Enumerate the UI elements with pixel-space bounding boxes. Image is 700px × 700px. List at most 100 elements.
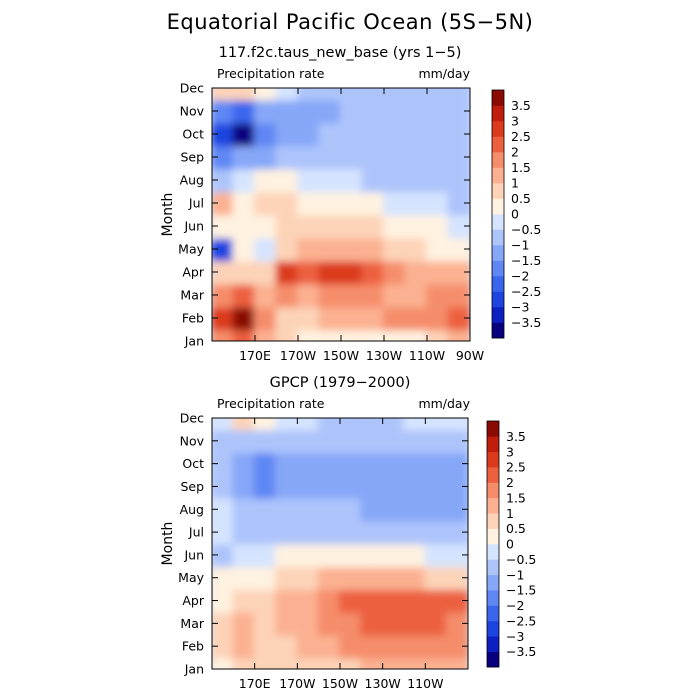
data-cell [232, 474, 256, 499]
data-cell [275, 167, 299, 193]
colorbar-label: −2 [506, 598, 524, 613]
data-cell [404, 282, 428, 308]
data-cell [297, 167, 321, 193]
data-cell [275, 496, 299, 522]
colorbar-label: 1.5 [506, 490, 526, 505]
data-cell [361, 144, 385, 170]
data-cell [232, 88, 256, 101]
colorbar-label: 1 [511, 176, 519, 191]
data-cell [404, 144, 428, 170]
data-cell [404, 305, 428, 331]
y-tick-label: Oct [182, 456, 204, 471]
data-cell [381, 496, 405, 522]
contour-field [212, 418, 468, 669]
data-cell [381, 519, 405, 545]
data-cell [318, 98, 342, 124]
x-tick-label: 110W [409, 348, 445, 363]
data-cell [253, 611, 277, 636]
data-cell [381, 474, 405, 499]
x-tick-label: 170E [239, 676, 271, 691]
x-tick-label: 130W [366, 348, 402, 363]
data-cell [445, 633, 468, 659]
data-cell [253, 451, 277, 476]
y-tick-label: Feb [182, 639, 204, 654]
data-cell [296, 656, 320, 669]
y-tick-label: May [178, 570, 204, 585]
data-cell [212, 213, 235, 239]
x-tick-label: 130W [365, 676, 401, 691]
data-cell [232, 98, 256, 124]
data-cell [212, 190, 235, 216]
contour-field [212, 88, 470, 341]
colorbar-label: −1 [506, 567, 524, 582]
data-cell [381, 588, 405, 613]
data-cell [360, 418, 384, 431]
data-cell [424, 496, 448, 522]
data-cell [232, 588, 256, 613]
x-tick-label: 150W [322, 676, 358, 691]
data-cell [212, 496, 235, 522]
data-cell [340, 282, 364, 308]
data-cell [317, 519, 341, 545]
data-cell [254, 121, 278, 147]
data-cell [424, 565, 448, 591]
data-cell [254, 88, 278, 101]
data-cell [445, 565, 468, 591]
colorbar-label: −2.5 [506, 613, 536, 628]
data-cell [445, 588, 468, 613]
colorbar-swatch [492, 183, 504, 199]
data-cell [296, 519, 320, 545]
colorbar-swatch [487, 482, 499, 499]
data-cell [445, 418, 468, 431]
y-tick-label: Aug [180, 173, 204, 188]
data-cell [361, 236, 385, 262]
data-cell [275, 98, 299, 124]
data-cell [275, 259, 299, 285]
data-cell [403, 633, 427, 659]
data-cell [404, 98, 428, 124]
data-cell [275, 121, 299, 147]
colorbar-swatch [487, 528, 499, 545]
data-cell [447, 167, 470, 193]
data-cell [296, 633, 320, 659]
data-cell [232, 190, 256, 216]
y-tick-label: Apr [182, 593, 204, 608]
data-cell [340, 213, 364, 239]
data-cell [339, 428, 363, 454]
data-cell [232, 496, 256, 522]
data-cell [232, 611, 256, 636]
data-cell [317, 474, 341, 499]
data-cell [424, 418, 448, 431]
data-cell [253, 656, 277, 669]
data-cell [381, 565, 405, 591]
data-cell [317, 496, 341, 522]
y-axis-label: Month [160, 522, 176, 566]
x-tick-label: 90W [456, 348, 484, 363]
data-cell [361, 98, 385, 124]
data-cell [275, 328, 299, 341]
data-cell [360, 428, 384, 454]
data-cell [317, 588, 341, 613]
data-cell [447, 98, 470, 124]
data-cell [381, 611, 405, 636]
y-tick-label: Sep [180, 150, 204, 165]
data-cell [296, 474, 320, 499]
colorbar-label: 1 [506, 506, 514, 521]
data-cell [318, 328, 342, 341]
colorbar-swatch [492, 307, 504, 323]
data-cell [403, 611, 427, 636]
data-cell [254, 282, 278, 308]
data-cell [339, 542, 363, 568]
data-cell [212, 305, 235, 331]
data-cell [404, 190, 428, 216]
data-cell [360, 519, 384, 545]
data-cell [339, 633, 363, 659]
data-cell [403, 588, 427, 613]
data-cell [339, 451, 363, 476]
colorbar-swatch [487, 620, 499, 637]
panel1-field [212, 88, 470, 341]
data-cell [447, 236, 470, 262]
data-cell [232, 305, 256, 331]
colorbar-swatch [487, 651, 499, 668]
colorbar-swatch [492, 90, 504, 106]
